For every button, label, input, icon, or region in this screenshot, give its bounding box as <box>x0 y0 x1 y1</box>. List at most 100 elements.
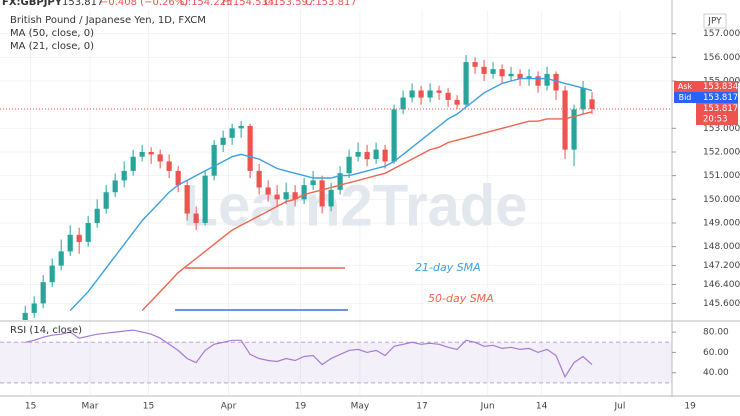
candle-body <box>265 187 271 195</box>
x-tick-label: Apr <box>221 402 237 412</box>
candle-body <box>490 69 496 74</box>
candle-body <box>211 144 217 176</box>
candle-body <box>76 234 82 242</box>
rsi-line <box>25 329 593 379</box>
bid-price: 153.817 <box>703 93 738 103</box>
candle-body <box>130 156 136 171</box>
ohlc: C:153.817 <box>305 0 357 8</box>
candle-body <box>391 109 397 162</box>
x-tick-label: 15 <box>25 402 36 412</box>
rsi-tick-label: 60.00 <box>703 348 729 358</box>
annotation-text: 21-day SMA <box>415 261 481 274</box>
ma-line <box>69 77 593 311</box>
last-tag <box>696 103 738 125</box>
currency: JPY <box>707 17 722 27</box>
rsi-panel <box>0 329 672 384</box>
candle-body <box>112 180 118 193</box>
y-tick-label: 147.200 <box>703 261 740 271</box>
x-tick-label: May <box>351 402 370 412</box>
ohlc: L:153.597 <box>264 0 314 8</box>
candle-body <box>508 73 514 77</box>
candle-body <box>103 192 109 209</box>
candle-body <box>139 151 145 157</box>
grid <box>0 10 672 395</box>
price-panel <box>0 54 672 320</box>
rsi-label: RSI (14, close) <box>10 325 82 336</box>
candle-body <box>49 265 55 283</box>
rsi-band <box>0 342 672 383</box>
bid-label: Bid <box>679 93 692 102</box>
ma-line <box>141 111 593 311</box>
candle-body <box>301 185 307 200</box>
candle-body <box>238 125 244 129</box>
ohlc: O:154.225 <box>180 0 232 8</box>
candle-body <box>184 185 190 214</box>
change: −0.408 (−0.26%) <box>100 0 188 8</box>
candle-body <box>292 192 298 200</box>
candle-body <box>553 73 559 91</box>
candle-body <box>67 234 73 252</box>
last-price: 153.817 <box>62 0 103 8</box>
y-tick-label: 149.000 <box>703 218 740 228</box>
countdown: 20:53 <box>703 115 728 125</box>
x-tick-label: Jun <box>480 402 495 412</box>
candle-body <box>580 88 586 110</box>
y-tick-label: 153.000 <box>703 124 740 134</box>
candle-body <box>22 312 28 320</box>
candle-body <box>85 222 91 242</box>
candle-body <box>445 92 451 100</box>
x-tick-label: 17 <box>416 402 427 412</box>
candle-body <box>283 192 289 200</box>
candle-body <box>544 73 550 86</box>
candle-body <box>481 66 487 74</box>
candle-body <box>175 170 181 186</box>
x-tick-label: Jul <box>613 402 625 412</box>
ask-price: 153.834 <box>703 82 738 92</box>
watermark: Learn2Trade <box>183 173 528 238</box>
candle-body <box>220 137 226 145</box>
candle-body <box>148 151 154 155</box>
candle-body <box>229 128 235 138</box>
y-tick-label: 145.600 <box>703 299 740 309</box>
y-tick-label: 152.000 <box>703 147 740 157</box>
header: FX:GBPJPY 153.817 −0.408 (−0.26%) O:154.… <box>2 0 357 336</box>
price-axis-bg <box>672 0 740 397</box>
candle-body <box>373 149 379 160</box>
candle-body <box>31 303 37 313</box>
candle-body <box>535 76 541 86</box>
ohlc: H:154.534 <box>222 0 274 8</box>
x-tick-label: 15 <box>143 402 154 412</box>
candle-body <box>121 170 127 181</box>
price-tags: Ask 153.834 Bid 153.817 153.817 20:53 <box>674 81 738 125</box>
candle-body <box>166 161 172 171</box>
candle-body <box>364 151 370 160</box>
x-tick-label: Mar <box>81 402 98 412</box>
candle-body <box>193 213 199 223</box>
candle-body <box>382 149 388 162</box>
legend-entry: MA (50, close, 0) <box>10 28 94 39</box>
candle-body <box>571 109 577 150</box>
annotation-text: 50-day SMA <box>428 292 494 305</box>
candle-body <box>256 170 262 188</box>
candle-body <box>319 180 325 207</box>
y-tick-label: 150.000 <box>703 195 740 205</box>
candle-body <box>427 90 433 98</box>
candle-body <box>274 194 280 200</box>
y-tick-label: 151.000 <box>703 171 740 181</box>
y-tick-label: 148.000 <box>703 242 740 252</box>
candle-body <box>526 76 532 79</box>
candle-body <box>202 175 208 223</box>
last-price-tag: 153.817 <box>703 104 738 114</box>
x-tick-label: 14 <box>536 402 548 412</box>
bid-tag <box>696 92 738 103</box>
y-tick-label: 157.000 <box>703 29 740 39</box>
candle-body <box>562 90 568 150</box>
x-tick-label: 19 <box>684 402 696 412</box>
candle-body <box>454 99 460 105</box>
candle-body <box>463 62 469 105</box>
rsi-tick-label: 80.00 <box>703 328 729 338</box>
candle-body <box>400 97 406 110</box>
ask-tag <box>696 81 738 92</box>
